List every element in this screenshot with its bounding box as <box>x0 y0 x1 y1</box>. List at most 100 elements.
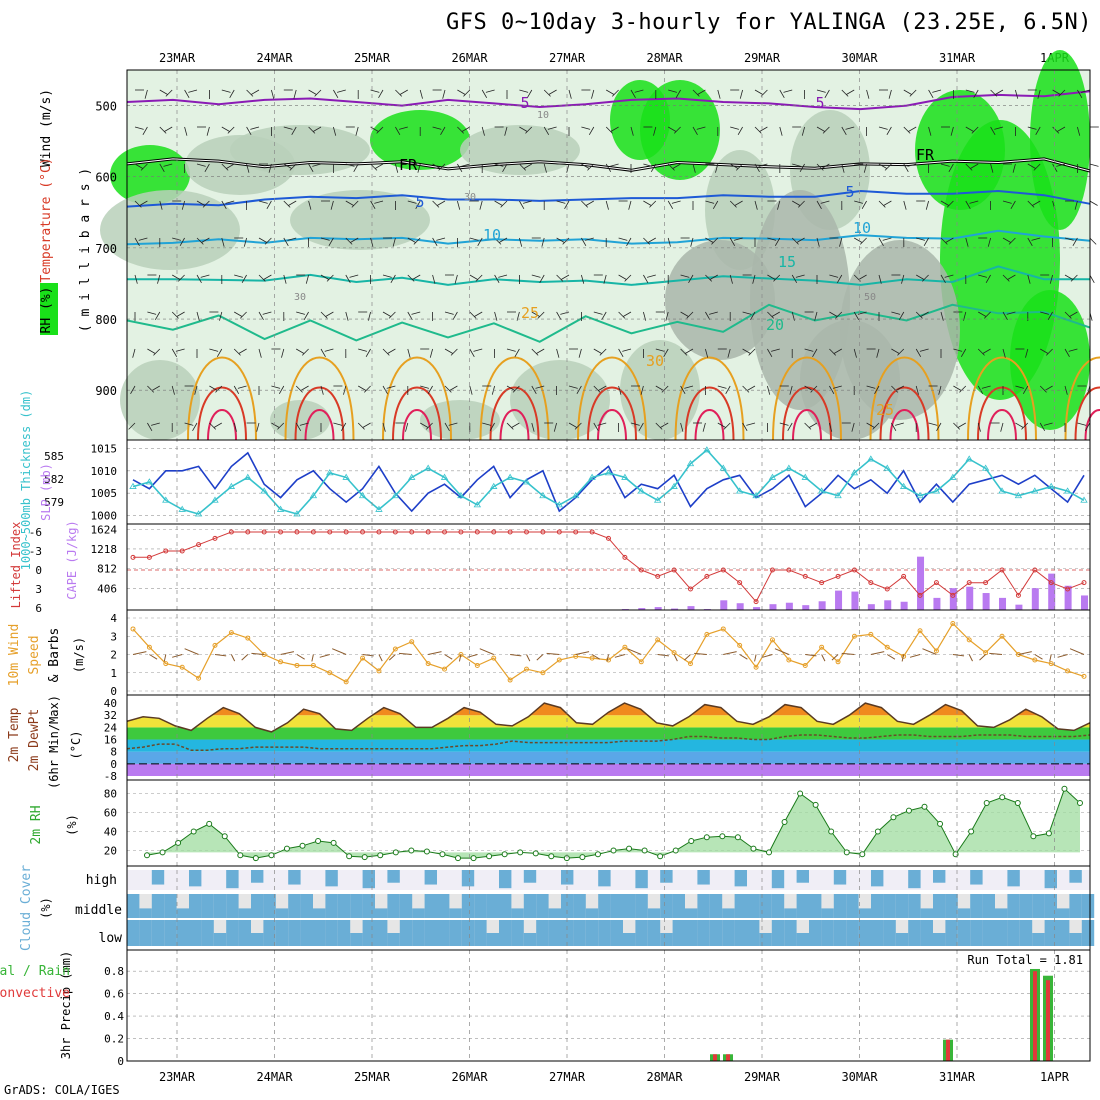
wind-barb <box>816 89 826 93</box>
thickness-marker <box>1080 496 1088 503</box>
wind-barb <box>519 89 529 93</box>
wind-barb <box>238 348 247 354</box>
wind-barb <box>432 237 438 246</box>
wind-barb <box>957 422 967 428</box>
wind-barb <box>154 311 161 320</box>
contour-label: 15 <box>778 253 796 271</box>
wind-barb <box>762 654 773 658</box>
cloud-cell <box>945 894 958 918</box>
cloud-cell <box>226 894 239 918</box>
cloud-cell <box>251 933 264 946</box>
cloud-cell <box>164 920 177 946</box>
rh-marker <box>579 854 586 861</box>
lifted-marker <box>983 580 989 586</box>
wind-barb <box>870 651 885 655</box>
rh-marker <box>734 834 741 841</box>
cloud-cell <box>585 908 599 918</box>
pressure-tick-label: 800 <box>95 313 117 327</box>
wind-barb <box>901 274 905 284</box>
cloud-cell <box>1019 894 1033 918</box>
cloud-cell <box>1044 870 1057 889</box>
thickness-marker <box>260 487 268 494</box>
wind-barb <box>1089 237 1097 245</box>
cape-tick-label: 1218 <box>91 543 118 556</box>
wind-barb <box>1064 311 1072 319</box>
isotherm-line <box>126 303 1091 343</box>
cloud-cell <box>995 908 1008 918</box>
wind-barb <box>196 274 202 283</box>
wind-barb <box>485 89 495 93</box>
thickness-marker <box>1047 482 1055 489</box>
lifted-marker <box>360 529 366 535</box>
wind-barb <box>1064 274 1073 280</box>
lifted-marker <box>507 529 513 535</box>
wind-barb <box>575 651 590 655</box>
wind-barb <box>213 422 223 428</box>
wind-barb <box>134 163 143 169</box>
rh-marker <box>797 790 804 797</box>
wind-barb <box>130 385 136 394</box>
rh-marker <box>252 855 259 862</box>
rh-marker <box>812 801 819 808</box>
thickness-marker <box>719 464 727 471</box>
cloud-cell <box>796 870 809 883</box>
cape-bar <box>769 604 777 610</box>
wind-barb <box>709 274 719 280</box>
wind-barb <box>432 200 440 208</box>
wind-barb <box>498 274 508 278</box>
thickness-marker <box>178 505 186 512</box>
wind-barb <box>320 348 326 357</box>
wind-barb <box>908 126 917 132</box>
wind-barb <box>593 422 599 431</box>
lifted-marker <box>130 554 136 560</box>
wind-barb <box>153 348 161 356</box>
rh-marker <box>206 820 213 827</box>
cloud-cell <box>486 894 499 918</box>
cape-bar <box>638 608 646 610</box>
lifted-axis-label: Lifted Index <box>9 522 23 609</box>
wind-speed-line <box>132 622 1085 683</box>
contour-label: 25 <box>521 304 539 322</box>
cloud-cell <box>238 908 251 918</box>
wind-barb <box>494 200 503 206</box>
wind-barb <box>919 348 929 352</box>
warm-isotherm <box>402 409 432 441</box>
cloud-cell <box>412 920 425 946</box>
wind-barb <box>320 385 324 395</box>
wind-barb <box>804 348 814 352</box>
pressure-tick-label: 500 <box>95 100 117 114</box>
wind-barb <box>382 422 386 432</box>
wind-barb <box>233 422 237 432</box>
wind-barb <box>606 89 615 95</box>
wind-barb <box>477 237 483 246</box>
cloud-cell <box>151 870 165 885</box>
precip-conv-bar <box>726 1054 730 1061</box>
wind-barb <box>752 274 756 284</box>
warm-isotherm <box>987 409 1017 441</box>
wind-barb <box>1057 654 1068 658</box>
wind-barb <box>804 385 813 391</box>
wind-barb <box>606 654 609 662</box>
wind-barb <box>730 163 739 169</box>
lifted-marker <box>1015 592 1021 598</box>
wind-barb <box>288 200 297 206</box>
wind-barb <box>1074 200 1078 210</box>
wind-barb <box>705 311 711 320</box>
thickness-tick-label: 585 <box>44 450 64 463</box>
wind-barb <box>1040 348 1049 354</box>
date-label-top: 29MAR <box>744 51 781 65</box>
cloud-cell <box>201 894 214 918</box>
contour-label: 5 <box>815 94 824 112</box>
contour-label: FR <box>399 156 418 174</box>
wind-barb <box>519 237 523 247</box>
cape-bar <box>753 607 761 610</box>
wind-barb <box>502 163 508 172</box>
wind-barb <box>151 422 160 426</box>
wind-barb <box>345 163 355 167</box>
wind-barb <box>258 237 267 243</box>
lifted-marker <box>474 529 480 535</box>
date-label-top: 25MAR <box>354 51 391 65</box>
cape-bar <box>884 600 892 610</box>
precip-conv-bar <box>1046 980 1050 1061</box>
cloud-cell <box>747 894 760 918</box>
